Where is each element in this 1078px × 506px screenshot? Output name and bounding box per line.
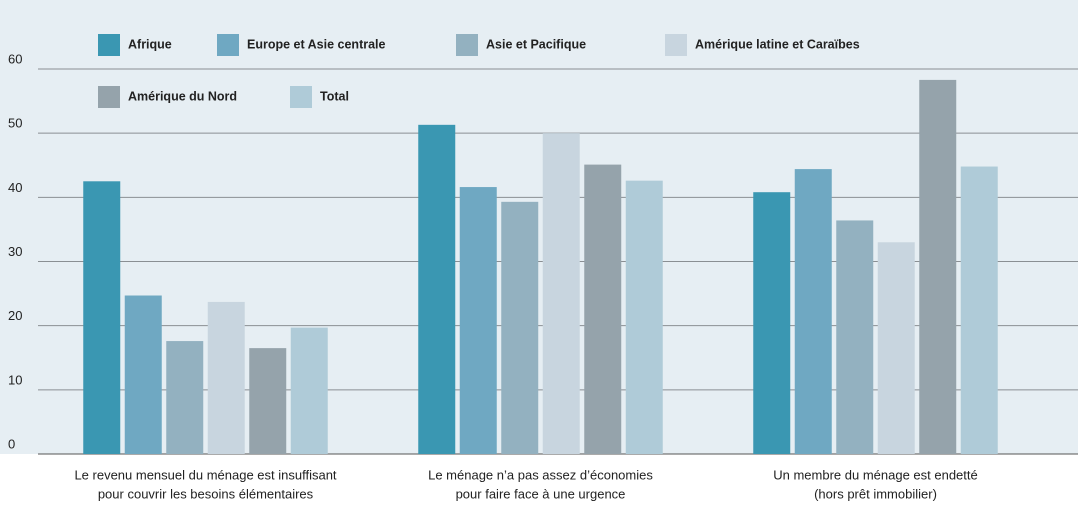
- bar: [542, 133, 580, 454]
- bar: [166, 341, 204, 454]
- bar: [290, 327, 328, 454]
- bar: [877, 242, 915, 454]
- y-tick-label: 20: [8, 308, 22, 323]
- bar: [501, 201, 539, 454]
- bar: [836, 220, 874, 454]
- bar: [207, 301, 245, 454]
- legend-label: Amérique du Nord: [128, 89, 237, 103]
- bar: [418, 124, 456, 454]
- bar: [584, 164, 622, 454]
- bar: [124, 295, 162, 454]
- y-tick-label: 0: [8, 436, 15, 451]
- legend-swatch: [665, 34, 687, 56]
- legend-swatch: [98, 34, 120, 56]
- x-tick-label: Un membre du ménage est endetté: [773, 467, 978, 482]
- x-tick-label: pour couvrir les besoins élémentaires: [98, 486, 314, 501]
- y-tick-label: 60: [8, 51, 22, 66]
- bar: [249, 348, 287, 454]
- bar: [960, 166, 998, 455]
- y-tick-label: 30: [8, 244, 22, 259]
- y-tick-label: 50: [8, 116, 22, 131]
- legend-label: Total: [320, 89, 349, 103]
- legend-swatch: [456, 34, 478, 56]
- bar: [794, 169, 832, 454]
- x-tick-label: pour faire face à une urgence: [456, 486, 626, 501]
- y-tick-label: 40: [8, 180, 22, 195]
- bar: [83, 181, 121, 454]
- bar: [625, 180, 663, 454]
- x-tick-label: Le ménage n’a pas assez d’économies: [428, 467, 653, 482]
- legend-label: Europe et Asie centrale: [247, 37, 386, 51]
- legend-label: Afrique: [128, 37, 172, 51]
- bar: [753, 192, 791, 454]
- legend-swatch: [98, 86, 120, 108]
- y-tick-label: 10: [8, 372, 22, 387]
- x-tick-label: Le revenu mensuel du ménage est insuffis…: [74, 467, 336, 482]
- bar: [919, 79, 957, 455]
- legend-label: Asie et Pacifique: [486, 37, 586, 51]
- bar: [459, 187, 497, 455]
- legend-swatch: [290, 86, 312, 108]
- legend-swatch: [217, 34, 239, 56]
- legend-label: Amérique latine et Caraïbes: [695, 37, 860, 51]
- x-tick-label: (hors prêt immobilier): [814, 486, 937, 501]
